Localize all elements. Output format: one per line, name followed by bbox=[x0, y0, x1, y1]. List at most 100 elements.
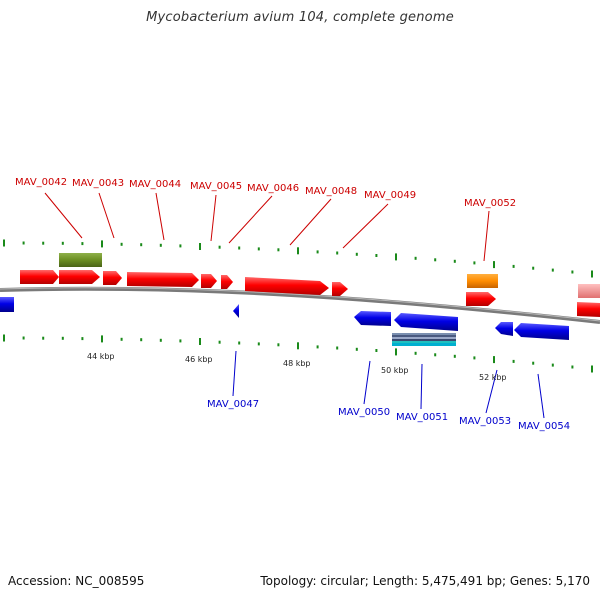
feature-olive-block[interactable] bbox=[59, 253, 102, 267]
label-mav0054[interactable]: MAV_0054 bbox=[518, 421, 570, 432]
ruler-label-48kbp: 48 kbp bbox=[283, 359, 311, 368]
outer-tick bbox=[199, 243, 201, 250]
inner-tick bbox=[512, 359, 515, 363]
inner-tick bbox=[199, 338, 201, 345]
outer-tick bbox=[395, 253, 397, 261]
outer-tick-track bbox=[3, 239, 593, 278]
outer-tick bbox=[591, 270, 593, 278]
outer-tick bbox=[3, 239, 5, 247]
inner-tick bbox=[395, 348, 397, 356]
gene-arrow-mav0046b[interactable] bbox=[221, 275, 233, 289]
inner-tick bbox=[218, 340, 221, 344]
outer-tick bbox=[473, 261, 476, 265]
map-title: Mycobacterium avium 104, complete genome bbox=[146, 10, 454, 25]
label-mav0047[interactable]: MAV_0047 bbox=[207, 399, 259, 410]
inner-tick bbox=[414, 351, 417, 355]
gene-arrow-mav0045[interactable] bbox=[127, 272, 199, 287]
ruler-label-46kbp: 46 kbp bbox=[185, 355, 213, 364]
reverse-strand-genes bbox=[0, 297, 569, 340]
gene-arrow-mav0042[interactable] bbox=[20, 270, 59, 284]
gene-arrow-mav0049[interactable] bbox=[332, 282, 348, 296]
inner-tick bbox=[140, 338, 143, 342]
gene-arrow-mav0046[interactable] bbox=[201, 274, 217, 288]
label-mav0048[interactable]: MAV_0048 bbox=[305, 186, 357, 197]
gene-arrow-mav0050[interactable] bbox=[354, 311, 391, 326]
inner-tick bbox=[101, 335, 103, 343]
outer-tick bbox=[159, 243, 162, 247]
inner-tick bbox=[473, 356, 476, 360]
outer-tick bbox=[101, 240, 103, 248]
outer-tick bbox=[257, 247, 260, 251]
inner-tick bbox=[277, 343, 280, 347]
inner-tick bbox=[336, 346, 339, 350]
label-mav0051[interactable]: MAV_0051 bbox=[396, 412, 448, 423]
inner-tick bbox=[532, 361, 535, 365]
outer-tick bbox=[22, 241, 25, 245]
gene-arrow-mav0055[interactable] bbox=[577, 302, 600, 317]
gene-arrow-mav0053[interactable] bbox=[495, 322, 513, 336]
inner-tick bbox=[159, 338, 162, 342]
inner-tick bbox=[42, 336, 45, 340]
inner-tick bbox=[591, 365, 593, 373]
outer-tick bbox=[316, 250, 319, 254]
inner-tick bbox=[551, 363, 554, 367]
forward-strand-genes bbox=[20, 270, 600, 317]
label-mav0042[interactable]: MAV_0042 bbox=[15, 177, 67, 188]
genome-backbone bbox=[0, 286, 600, 324]
inner-tick bbox=[355, 347, 358, 351]
label-mav0044[interactable]: MAV_0044 bbox=[129, 179, 181, 190]
inner-tick bbox=[316, 345, 319, 349]
gene-arrow-mav0054[interactable] bbox=[514, 323, 569, 340]
label-mav0049[interactable]: MAV_0049 bbox=[364, 190, 416, 201]
outer-tick bbox=[512, 264, 515, 268]
outer-tick bbox=[434, 258, 437, 262]
gene-arrow-mav0052[interactable] bbox=[466, 292, 496, 306]
label-mav0043[interactable]: MAV_0043 bbox=[72, 178, 124, 189]
inner-tick bbox=[571, 365, 574, 369]
inner-tick bbox=[434, 353, 437, 357]
outer-tick bbox=[571, 270, 574, 274]
outer-tick bbox=[532, 266, 535, 270]
outer-tick bbox=[336, 251, 339, 255]
inner-tick bbox=[453, 354, 456, 358]
outer-tick bbox=[81, 242, 84, 246]
gene-arrow-mav0041[interactable] bbox=[0, 297, 14, 312]
outer-tick bbox=[61, 241, 64, 245]
genome-summary: Topology: circular; Length: 5,475,491 bp… bbox=[260, 574, 590, 588]
inner-tick bbox=[493, 356, 495, 364]
gene-arrow-mav0044[interactable] bbox=[103, 271, 122, 285]
ruler-label-44kbp: 44 kbp bbox=[87, 352, 115, 361]
gene-arrow-mav0047[interactable] bbox=[233, 304, 239, 318]
gene-faded-mav0055[interactable] bbox=[578, 284, 600, 298]
label-mav0050[interactable]: MAV_0050 bbox=[338, 407, 390, 418]
label-mav0053[interactable]: MAV_0053 bbox=[459, 416, 511, 427]
label-mav0046[interactable]: MAV_0046 bbox=[247, 183, 299, 194]
inner-tick bbox=[375, 349, 378, 352]
feature-orange-block[interactable] bbox=[467, 274, 498, 288]
ruler-label-52kbp: 52 kbp bbox=[479, 373, 507, 382]
genome-backbone-highlight bbox=[0, 287, 600, 322]
outer-tick bbox=[297, 247, 299, 255]
reverse-leader-lines bbox=[232, 350, 545, 419]
label-mav0045[interactable]: MAV_0045 bbox=[190, 181, 242, 192]
inner-tick bbox=[238, 341, 241, 345]
label-mav0052[interactable]: MAV_0052 bbox=[464, 198, 516, 209]
outer-tick bbox=[179, 244, 182, 248]
inner-tick bbox=[120, 337, 123, 341]
accession-label: Accession: NC_008595 bbox=[8, 574, 145, 588]
outer-tick bbox=[414, 256, 417, 260]
outer-tick bbox=[551, 268, 554, 272]
outer-tick bbox=[355, 252, 358, 256]
inner-tick bbox=[257, 342, 260, 346]
inner-tick bbox=[22, 336, 25, 340]
outer-tick bbox=[493, 261, 495, 269]
inner-tick bbox=[179, 339, 182, 343]
gene-arrow-mav0043[interactable] bbox=[59, 270, 100, 284]
gene-arrow-mav0051[interactable] bbox=[394, 313, 458, 331]
ruler-label-50kbp: 50 kbp bbox=[381, 366, 409, 375]
outer-tick bbox=[238, 246, 241, 250]
gene-arrow-mav0048[interactable] bbox=[245, 277, 329, 295]
inner-tick-track bbox=[3, 334, 593, 373]
feature-striped-block[interactable] bbox=[392, 333, 456, 346]
